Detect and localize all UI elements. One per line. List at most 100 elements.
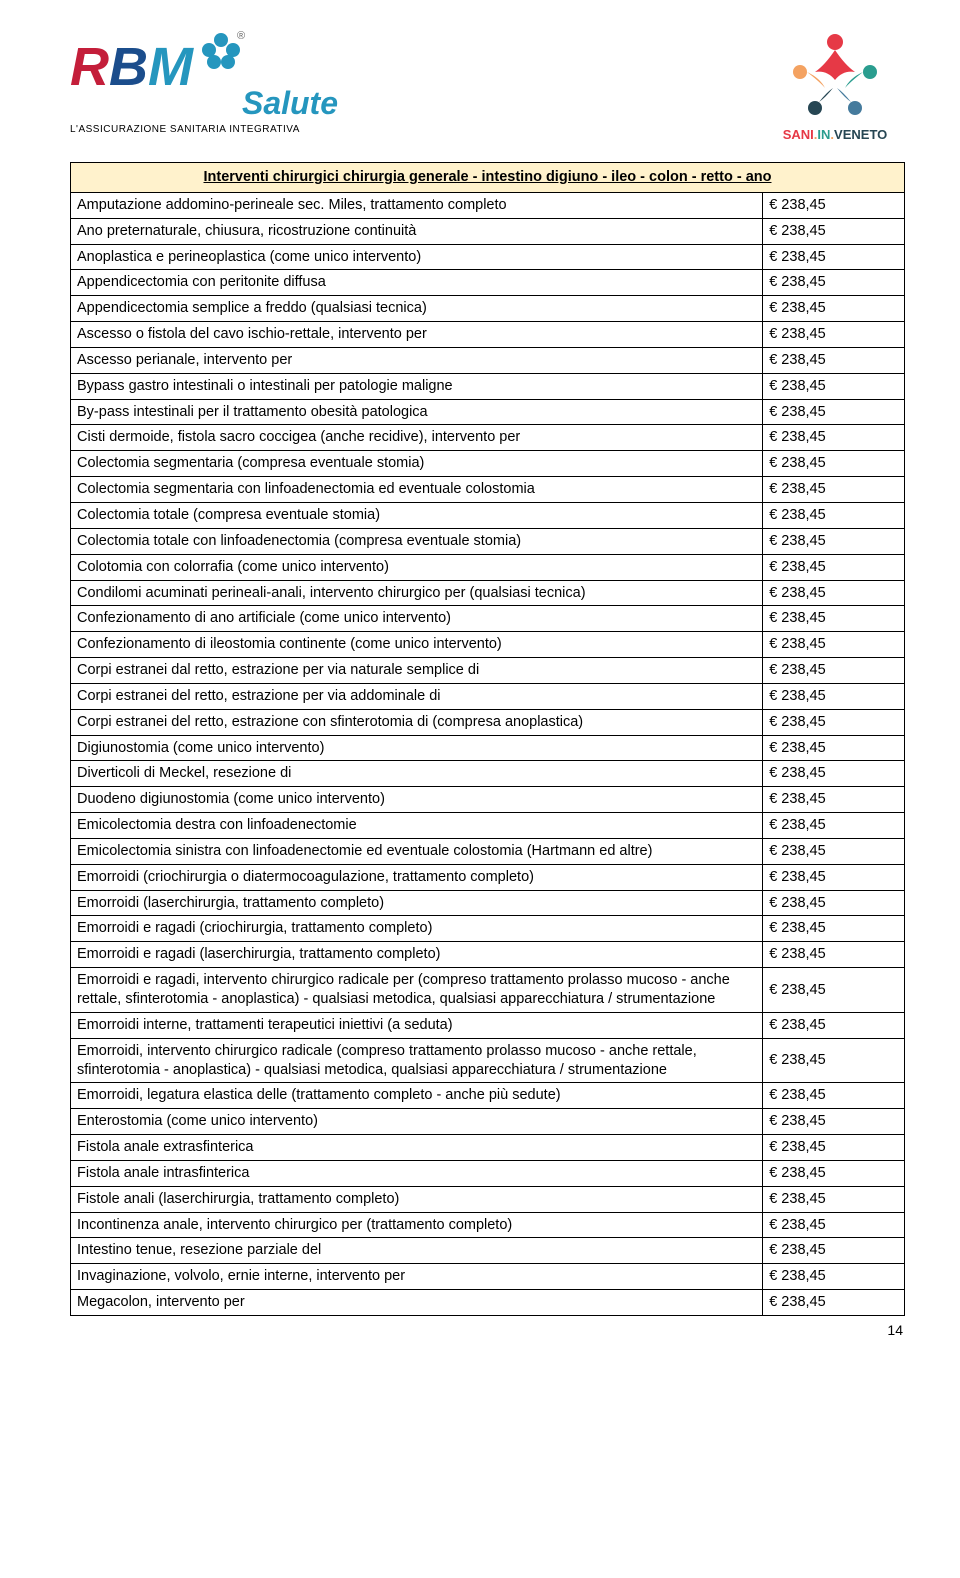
- procedure-description: Corpi estranei del retto, estrazione per…: [71, 683, 763, 709]
- procedure-price: € 238,45: [763, 1264, 905, 1290]
- table-row: Emicolectomia destra con linfoadenectomi…: [71, 813, 905, 839]
- procedure-price: € 238,45: [763, 1238, 905, 1264]
- procedure-price: € 238,45: [763, 1186, 905, 1212]
- procedure-price: € 238,45: [763, 1160, 905, 1186]
- procedure-description: Emorroidi (laserchirurgia, trattamento c…: [71, 890, 763, 916]
- table-row: Colectomia segmentaria (compresa eventua…: [71, 451, 905, 477]
- table-header: Interventi chirurgici chirurgia generale…: [71, 163, 905, 193]
- procedure-price: € 238,45: [763, 528, 905, 554]
- table-row: Amputazione addomino-perineale sec. Mile…: [71, 192, 905, 218]
- procedure-price: € 238,45: [763, 1212, 905, 1238]
- table-row: Duodeno digiunostomia (come unico interv…: [71, 787, 905, 813]
- table-row: Fistola anale intrasfinterica€ 238,45: [71, 1160, 905, 1186]
- procedure-description: Diverticoli di Meckel, resezione di: [71, 761, 763, 787]
- table-row: Incontinenza anale, intervento chirurgic…: [71, 1212, 905, 1238]
- procedure-price: € 238,45: [763, 554, 905, 580]
- procedure-price: € 238,45: [763, 1012, 905, 1038]
- procedure-description: Incontinenza anale, intervento chirurgic…: [71, 1212, 763, 1238]
- page-number: 14: [70, 1322, 905, 1338]
- logo-letter-r: R: [70, 46, 107, 89]
- procedure-price: € 238,45: [763, 683, 905, 709]
- procedure-price: € 238,45: [763, 864, 905, 890]
- procedure-price: € 238,45: [763, 838, 905, 864]
- table-row: Emorroidi, legatura elastica delle (trat…: [71, 1083, 905, 1109]
- procedure-price: € 238,45: [763, 761, 905, 787]
- table-row: Emorroidi interne, trattamenti terapeuti…: [71, 1012, 905, 1038]
- procedure-description: Appendicectomia con peritonite diffusa: [71, 270, 763, 296]
- table-row: Emicolectomia sinistra con linfoadenecto…: [71, 838, 905, 864]
- procedure-description: Enterostomia (come unico intervento): [71, 1109, 763, 1135]
- procedure-price: € 238,45: [763, 709, 905, 735]
- table-row: Enterostomia (come unico intervento)€ 23…: [71, 1109, 905, 1135]
- procedure-description: Emorroidi, intervento chirurgico radical…: [71, 1038, 763, 1083]
- table-row: Bypass gastro intestinali o intestinali …: [71, 373, 905, 399]
- procedure-description: Emorroidi, legatura elastica delle (trat…: [71, 1083, 763, 1109]
- procedure-description: Megacolon, intervento per: [71, 1290, 763, 1316]
- procedure-description: Cisti dermoide, fistola sacro coccigea (…: [71, 425, 763, 451]
- procedure-description: Colectomia segmentaria (compresa eventua…: [71, 451, 763, 477]
- table-row: Fistole anali (laserchirurgia, trattamen…: [71, 1186, 905, 1212]
- procedure-description: Colectomia segmentaria con linfoadenecto…: [71, 477, 763, 503]
- procedure-price: € 238,45: [763, 451, 905, 477]
- procedure-description: Amputazione addomino-perineale sec. Mile…: [71, 192, 763, 218]
- procedure-description: Digiunostomia (come unico intervento): [71, 735, 763, 761]
- table-row: Emorroidi, intervento chirurgico radical…: [71, 1038, 905, 1083]
- procedure-description: By-pass intestinali per il trattamento o…: [71, 399, 763, 425]
- procedure-description: Emorroidi e ragadi, intervento chirurgic…: [71, 968, 763, 1013]
- page-container: R B M ® Salute L'ASSICURAZ: [0, 0, 960, 1358]
- procedure-price: € 238,45: [763, 968, 905, 1013]
- procedure-price: € 238,45: [763, 192, 905, 218]
- table-row: Ano preternaturale, chiusura, ricostruzi…: [71, 218, 905, 244]
- table-row: Appendicectomia semplice a freddo (quals…: [71, 296, 905, 322]
- procedure-description: Ascesso o fistola del cavo ischio-rettal…: [71, 322, 763, 348]
- procedure-description: Fistola anale extrasfinterica: [71, 1135, 763, 1161]
- sani-text: SANI.IN.VENETO: [765, 127, 905, 142]
- procedure-description: Appendicectomia semplice a freddo (quals…: [71, 296, 763, 322]
- procedure-price: € 238,45: [763, 813, 905, 839]
- table-row: Confezionamento di ileostomia continente…: [71, 632, 905, 658]
- procedure-price: € 238,45: [763, 890, 905, 916]
- procedure-description: Condilomi acuminati perineali-anali, int…: [71, 580, 763, 606]
- procedure-price: € 238,45: [763, 735, 905, 761]
- procedure-description: Ascesso perianale, intervento per: [71, 347, 763, 373]
- procedure-price: € 238,45: [763, 632, 905, 658]
- logo-letter-b: B: [109, 46, 146, 89]
- procedure-price: € 238,45: [763, 1290, 905, 1316]
- rbm-logo: R B M ® Salute L'ASSICURAZ: [70, 30, 350, 140]
- procedure-price: € 238,45: [763, 1135, 905, 1161]
- procedure-description: Confezionamento di ano artificiale (come…: [71, 606, 763, 632]
- table-row: Colectomia totale (compresa eventuale st…: [71, 502, 905, 528]
- procedure-description: Colotomia con colorrafia (come unico int…: [71, 554, 763, 580]
- procedure-price: € 238,45: [763, 1083, 905, 1109]
- procedure-price: € 238,45: [763, 942, 905, 968]
- procedure-description: Emorroidi interne, trattamenti terapeuti…: [71, 1012, 763, 1038]
- procedure-price: € 238,45: [763, 658, 905, 684]
- logo-tagline: L'ASSICURAZIONE SANITARIA INTEGRATIVA: [70, 124, 350, 135]
- procedure-description: Colectomia totale con linfoadenectomia (…: [71, 528, 763, 554]
- procedure-description: Invaginazione, volvolo, ernie interne, i…: [71, 1264, 763, 1290]
- table-row: Diverticoli di Meckel, resezione di€ 238…: [71, 761, 905, 787]
- procedure-price: € 238,45: [763, 787, 905, 813]
- procedure-description: Emorroidi (criochirurgia o diatermocoagu…: [71, 864, 763, 890]
- registered-mark: ®: [237, 30, 245, 42]
- procedure-description: Duodeno digiunostomia (come unico interv…: [71, 787, 763, 813]
- table-row: Fistola anale extrasfinterica€ 238,45: [71, 1135, 905, 1161]
- procedures-table: Interventi chirurgici chirurgia generale…: [70, 162, 905, 1316]
- table-row: Ascesso o fistola del cavo ischio-rettal…: [71, 322, 905, 348]
- procedure-description: Emorroidi e ragadi (criochirurgia, tratt…: [71, 916, 763, 942]
- procedure-price: € 238,45: [763, 218, 905, 244]
- table-row: Intestino tenue, resezione parziale del€…: [71, 1238, 905, 1264]
- table-row: Emorroidi e ragadi, intervento chirurgic…: [71, 968, 905, 1013]
- table-row: Emorroidi e ragadi (laserchirurgia, trat…: [71, 942, 905, 968]
- table-row: Condilomi acuminati perineali-anali, int…: [71, 580, 905, 606]
- table-row: Confezionamento di ano artificiale (come…: [71, 606, 905, 632]
- procedure-description: Bypass gastro intestinali o intestinali …: [71, 373, 763, 399]
- procedure-description: Corpi estranei del retto, estrazione con…: [71, 709, 763, 735]
- procedure-price: € 238,45: [763, 270, 905, 296]
- procedure-description: Emicolectomia sinistra con linfoadenecto…: [71, 838, 763, 864]
- table-row: Corpi estranei del retto, estrazione per…: [71, 683, 905, 709]
- procedure-description: Fistole anali (laserchirurgia, trattamen…: [71, 1186, 763, 1212]
- procedure-price: € 238,45: [763, 347, 905, 373]
- table-row: By-pass intestinali per il trattamento o…: [71, 399, 905, 425]
- procedure-description: Colectomia totale (compresa eventuale st…: [71, 502, 763, 528]
